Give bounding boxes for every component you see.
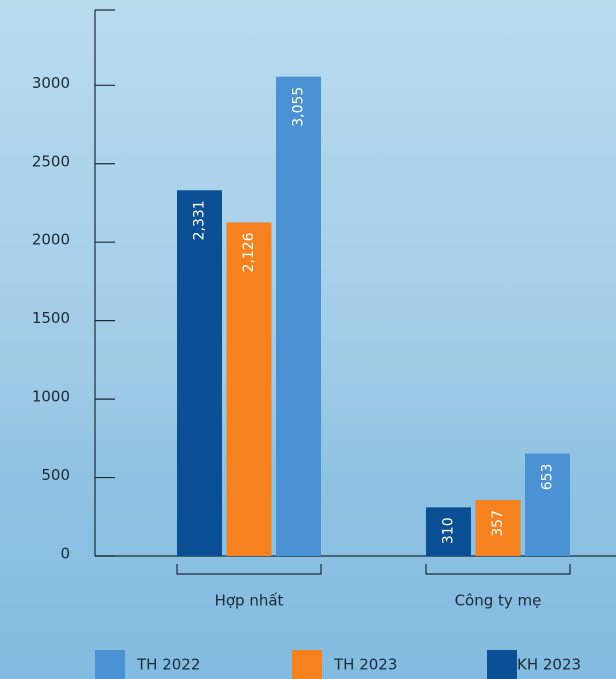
category-bracket [176,564,322,575]
legend-swatch [292,650,322,679]
y-tick-label: 2500 [32,152,70,170]
bar [276,76,321,557]
legend-label: KH 2023 [517,656,581,674]
bar [177,190,222,556]
value-label: 2,126 [241,232,257,272]
bar [475,499,521,556]
legend-swatch [487,650,517,679]
legend-label: TH 2023 [333,656,397,674]
y-tick-label: 0 [60,545,70,563]
bar [226,222,272,556]
value-label: 2,331 [192,200,208,240]
x-tick-label: Công ty mẹ [455,592,542,610]
legend-label: TH 2022 [136,656,200,674]
bar [525,453,570,556]
y-tick-label: 500 [41,466,70,484]
bar [426,507,471,556]
y-tick-label: 1500 [32,309,70,327]
y-tick-label: 2000 [32,231,70,249]
legend-swatch [95,650,125,679]
category-bracket [425,564,571,575]
value-label: 3,055 [291,87,307,127]
y-tick-label: 3000 [32,74,70,92]
value-label: 357 [490,510,506,537]
value-label: 310 [441,517,457,544]
x-tick-label: Hợp nhất [215,592,284,610]
y-tick-label: 1000 [32,388,70,406]
value-label: 653 [540,464,556,491]
